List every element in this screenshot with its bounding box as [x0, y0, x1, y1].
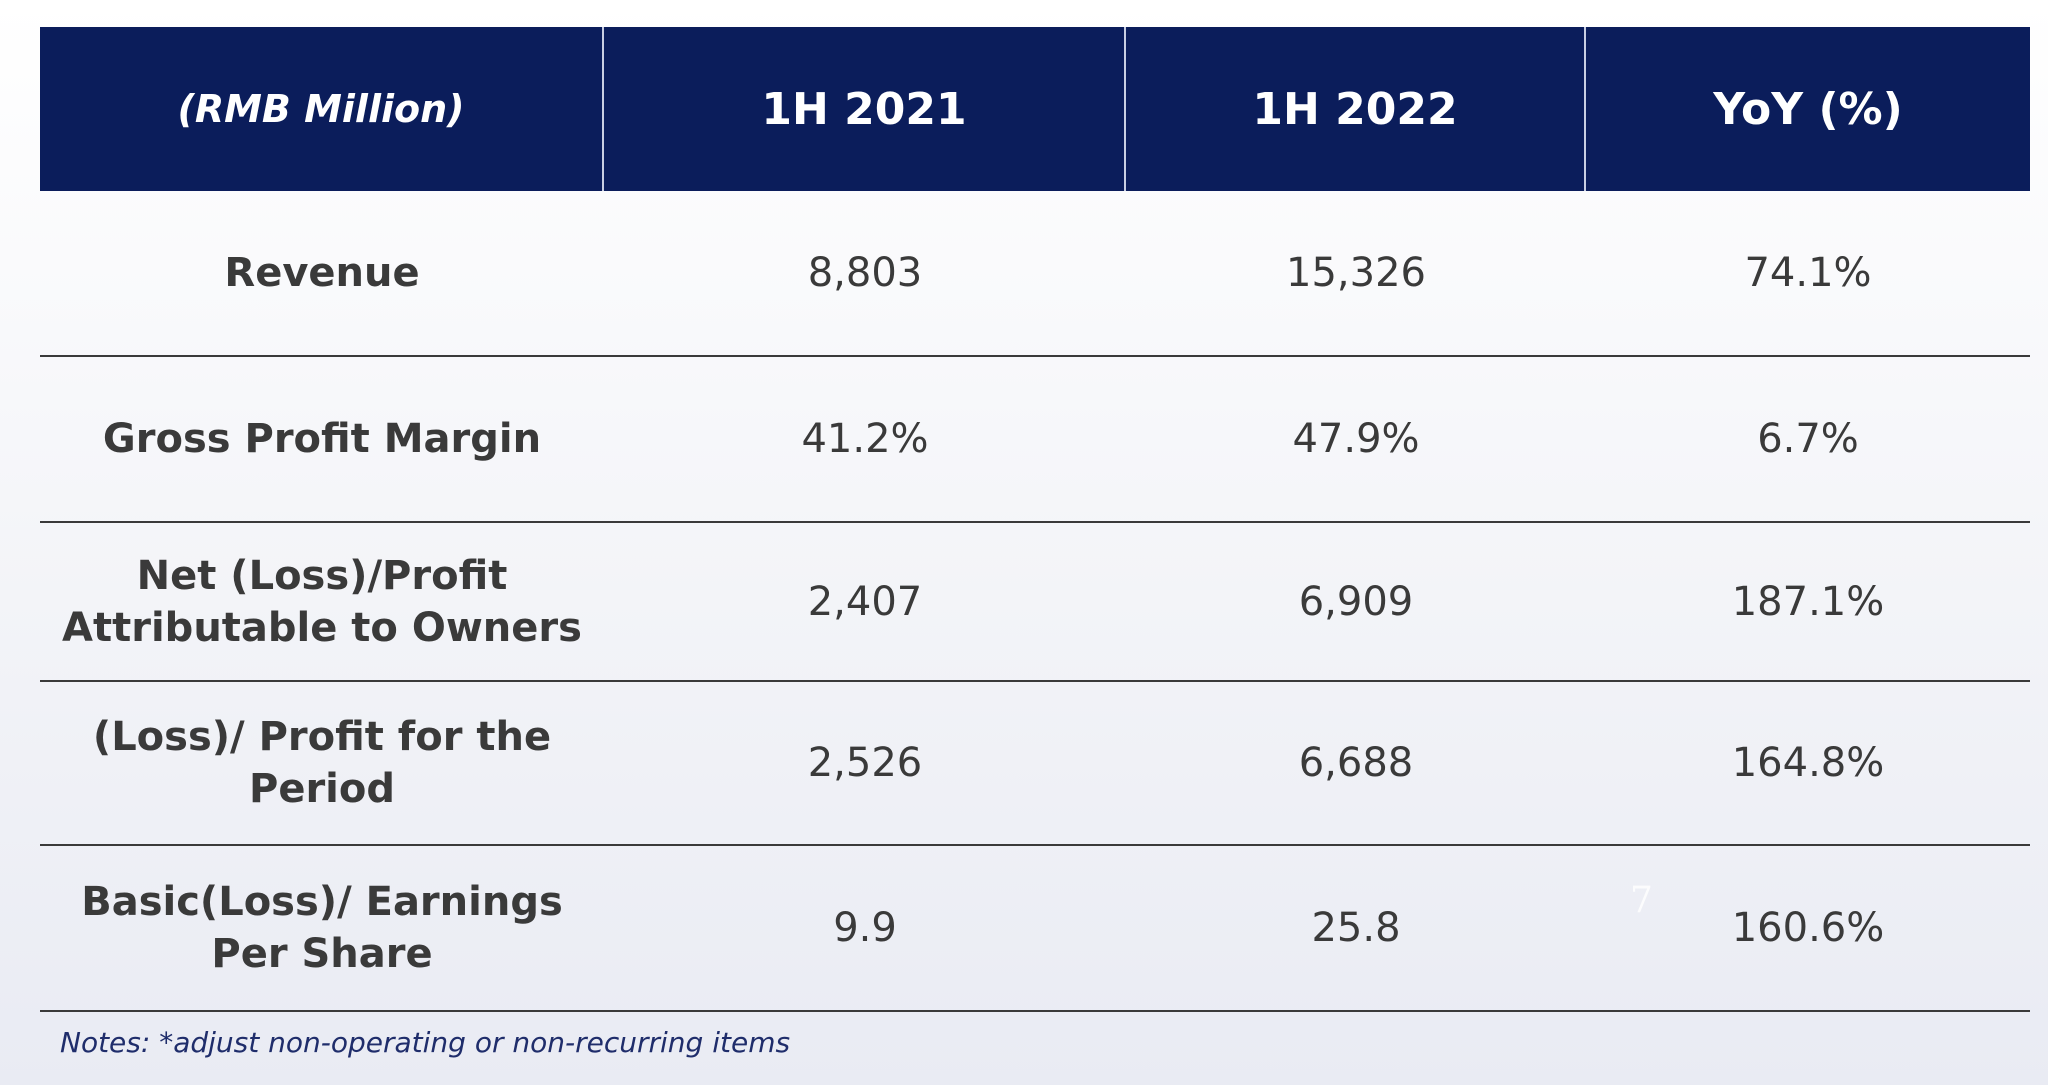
value-yoy: 6.7%	[1757, 416, 1859, 462]
value-1h-2022: 6,688	[1298, 740, 1414, 786]
value-1h-2021: 2,526	[807, 740, 923, 786]
header-1h-2022: 1H 2022	[1126, 27, 1586, 191]
row-label: Net (Loss)/Profit Attributable to Owners	[62, 552, 582, 651]
row-label: (Loss)/ Profit for the Period	[92, 714, 552, 812]
value-yoy: 164.8%	[1731, 740, 1885, 786]
table-row-gross-profit-margin: Gross Profit Margin 41.2% 47.9% 6.7%	[40, 357, 2030, 523]
row-label: Revenue	[224, 250, 420, 296]
value-1h-2021: 2,407	[807, 578, 923, 625]
header-yoy: YoY (%)	[1713, 83, 1903, 135]
table-row-revenue: Revenue 8,803 15,326 74.1%	[40, 191, 2030, 357]
table-row-profit-for-period: (Loss)/ Profit for the Period 2,526 6,68…	[40, 682, 2030, 846]
unit-header: (RMB Million)	[40, 27, 604, 191]
value-1h-2021: 41.2%	[801, 416, 929, 462]
value-1h-2022: 47.9%	[1292, 416, 1420, 462]
financial-summary-table: (RMB Million) 1H 2021 1H 2022 YoY (%) Re…	[40, 27, 2030, 1012]
value-yoy: 160.6%	[1731, 905, 1885, 951]
value-yoy: 187.1%	[1731, 578, 1885, 625]
table-row-net-profit: Net (Loss)/Profit Attributable to Owners…	[40, 523, 2030, 682]
row-label: Basic(Loss)/ Earnings Per Share	[81, 879, 563, 977]
value-1h-2022: 25.8	[1311, 905, 1401, 951]
table-row-earnings-per-share: Basic(Loss)/ Earnings Per Share 9.9 25.8…	[40, 846, 2030, 1012]
value-1h-2021: 8,803	[807, 250, 923, 296]
value-1h-2021: 9.9	[833, 905, 897, 951]
row-label: Gross Profit Margin	[102, 416, 542, 462]
table-header-row: (RMB Million) 1H 2021 1H 2022 YoY (%)	[40, 27, 2030, 191]
header-1h-2021: 1H 2021	[604, 27, 1126, 191]
value-1h-2022: 6,909	[1298, 578, 1414, 625]
value-yoy: 74.1%	[1744, 250, 1872, 296]
page-number: 7	[1630, 880, 1653, 921]
notes-footnote: Notes: *adjust non-operating or non-recu…	[60, 1026, 791, 1059]
value-1h-2022: 15,326	[1286, 250, 1426, 296]
